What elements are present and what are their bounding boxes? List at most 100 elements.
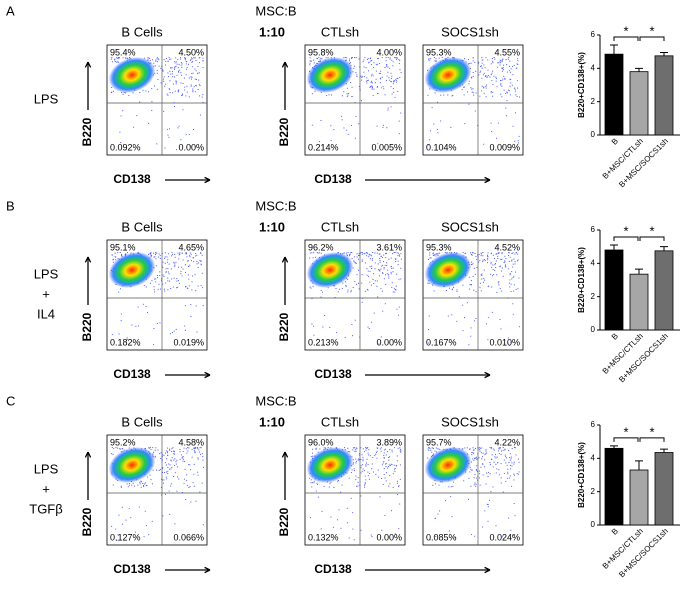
flow-dot (355, 458, 357, 460)
flow-dot (194, 451, 196, 453)
flow-dot (178, 71, 180, 73)
flow-dot (371, 88, 373, 90)
flow-dot (486, 452, 488, 454)
flow-dot (476, 470, 478, 472)
flow-dot (142, 89, 144, 91)
flow-dot (309, 517, 311, 519)
error-bar (635, 460, 643, 470)
flow-dot (160, 457, 162, 459)
flow-dot (198, 84, 200, 86)
flow-dot (170, 468, 172, 470)
flow-dot (380, 87, 382, 89)
flow-dot (430, 58, 432, 60)
flow-dot (167, 94, 169, 96)
flow-dot (145, 286, 147, 288)
flow-dot (319, 448, 321, 450)
flow-dot (369, 270, 371, 272)
flow-dot (320, 57, 322, 59)
flow-dot (194, 447, 196, 449)
flow-dot (371, 536, 373, 538)
flow-dot (509, 477, 511, 479)
flow-dot (201, 96, 203, 98)
flow-dot (327, 447, 329, 449)
flow-dot (476, 465, 478, 467)
panel-letter: A (6, 3, 15, 18)
error-bar (635, 268, 643, 275)
flow-dot (518, 135, 520, 137)
flow-dot (385, 480, 387, 482)
flow-dot (515, 112, 517, 114)
flow-dot (192, 66, 194, 68)
flow-dot (362, 448, 364, 450)
flow-dot (509, 279, 511, 281)
flow-dot (172, 92, 174, 94)
flow-dot (112, 259, 114, 261)
flow-dot (159, 254, 161, 256)
flow-dot (190, 59, 192, 61)
flow-dot (187, 265, 189, 267)
flow-dot (383, 267, 385, 269)
flow-dot (436, 101, 438, 103)
flow-dot (386, 264, 388, 266)
flow-dot (195, 70, 197, 72)
flow-dot (352, 447, 354, 449)
flow-dot (372, 94, 374, 96)
flow-dot (161, 494, 163, 496)
flow-dot (148, 447, 150, 449)
flow-dot (345, 252, 347, 254)
flow-dot (427, 457, 429, 459)
flow-dot (375, 453, 377, 455)
flow-dot (348, 60, 350, 62)
flow-dot (181, 93, 183, 95)
flow-dot (163, 59, 165, 61)
flow-dot (445, 289, 447, 291)
flow-dot (376, 450, 378, 452)
flow-dot (505, 456, 507, 458)
flow-dot (386, 262, 388, 264)
flow-dot (135, 325, 137, 327)
flow-dot (479, 484, 481, 486)
y-tick-label: 2 (591, 292, 596, 301)
flow-dot (427, 448, 429, 450)
flow-dot (428, 58, 430, 60)
quadrant-percent: 4.52% (494, 242, 520, 252)
flow-dot (501, 259, 503, 261)
flow-dot (358, 255, 360, 257)
flow-dot (125, 253, 127, 255)
flow-dot (172, 450, 174, 452)
flow-dot (355, 462, 357, 464)
flow-dot (154, 256, 156, 258)
flow-dot (151, 255, 153, 257)
flow-dot (482, 259, 484, 261)
flow-dot (390, 81, 392, 83)
flow-dot (386, 451, 388, 453)
flow-dot (357, 269, 359, 271)
quadrant-percent: 0.009% (489, 142, 520, 152)
flow-dot (133, 126, 135, 128)
flow-dot (365, 290, 367, 292)
flow-dot (382, 86, 384, 88)
flow-dot (354, 256, 356, 258)
flow-dot (361, 76, 363, 78)
flow-dot (388, 77, 390, 79)
flow-dot (496, 456, 498, 458)
flow-dot (385, 463, 387, 465)
flow-dot (501, 267, 503, 269)
flow-dot (369, 58, 371, 60)
flow-dot (194, 452, 196, 454)
flow-dot (500, 80, 502, 82)
flow-dot (118, 291, 120, 293)
flow-dot (398, 254, 400, 256)
flow-dot (155, 258, 157, 260)
flow-dot (491, 57, 493, 59)
flow-dot (365, 67, 367, 69)
flow-dot (315, 448, 317, 450)
flow-dot (174, 263, 176, 265)
flow-density (108, 252, 156, 288)
flow-dot (475, 318, 477, 320)
flow-dot (185, 61, 187, 63)
flow-dot (475, 477, 477, 479)
condition-label: LPS (34, 461, 59, 476)
flow-dot (388, 485, 390, 487)
flow-dot (182, 460, 184, 462)
